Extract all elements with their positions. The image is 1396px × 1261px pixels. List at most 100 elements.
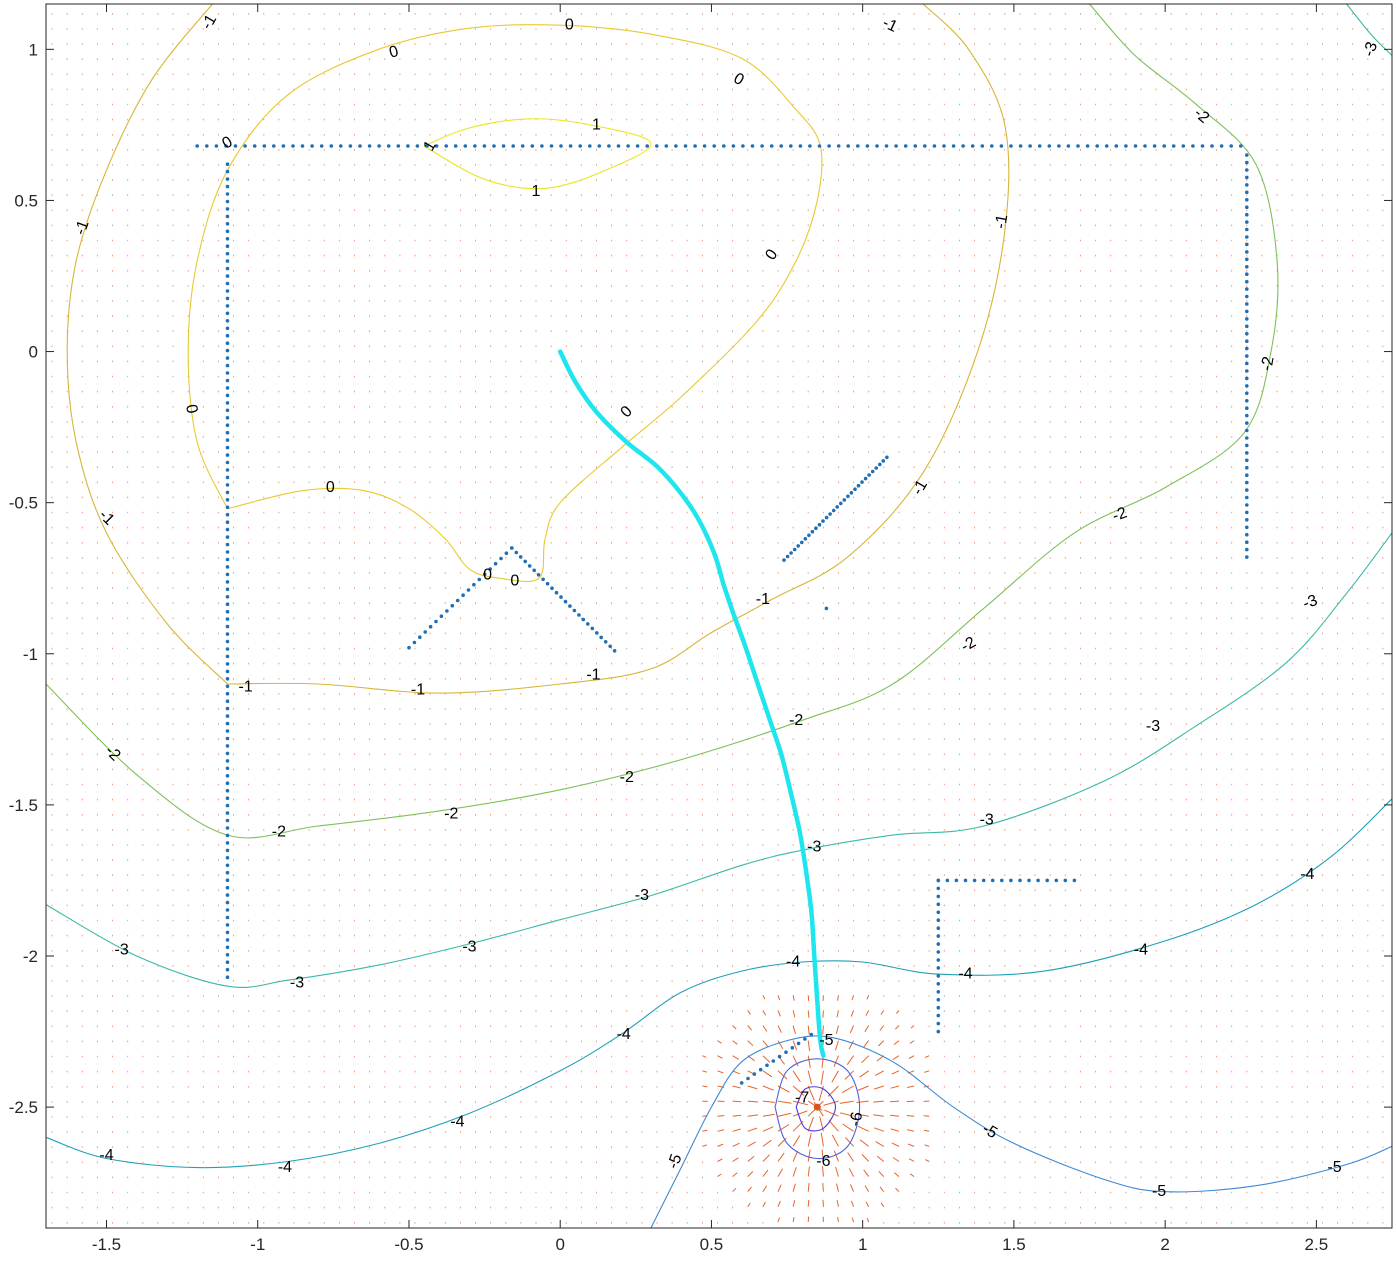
obstacle-point xyxy=(225,199,230,204)
obstacle-point xyxy=(225,863,230,868)
obstacle-point xyxy=(225,348,230,353)
obstacle-point xyxy=(225,721,230,726)
obstacle-point xyxy=(1245,242,1249,247)
obstacle-point xyxy=(225,654,230,659)
obstacle-point xyxy=(803,537,808,541)
trajectory-line xyxy=(557,349,826,1058)
obstacle-point xyxy=(428,624,433,629)
obstacle-point xyxy=(1104,144,1109,148)
obstacle-point xyxy=(549,144,554,148)
obstacle-point xyxy=(1047,144,1052,148)
contour-label: -1 xyxy=(586,666,600,683)
obstacle-point xyxy=(225,512,230,517)
obstacle-point xyxy=(225,587,230,592)
obstacle-point xyxy=(225,647,230,651)
obstacle-point xyxy=(195,144,199,148)
obstacle-point xyxy=(225,386,230,390)
y-tick-label: 1 xyxy=(29,40,38,59)
obstacle-point xyxy=(1045,878,1049,883)
obstacle-point xyxy=(824,515,829,520)
goal-marker xyxy=(813,1103,821,1111)
obstacle-point xyxy=(936,918,941,922)
obstacle-point xyxy=(849,491,854,495)
obstacle-point xyxy=(1028,144,1032,148)
contour-label: -1 xyxy=(756,591,770,608)
obstacle-point xyxy=(779,144,783,148)
obstacle-point xyxy=(936,982,941,986)
obstacle-point xyxy=(903,144,908,148)
contour-label: -6 xyxy=(816,1153,830,1170)
obstacle-point xyxy=(1245,317,1249,321)
obstacle-point xyxy=(790,1046,795,1050)
obstacle-point xyxy=(225,759,230,763)
obstacle-point xyxy=(225,460,230,465)
contour-label: -2 xyxy=(1110,504,1129,525)
obstacle-point xyxy=(846,144,850,148)
obstacle-point xyxy=(1245,495,1249,500)
obstacle-point xyxy=(252,144,257,148)
obstacle-point xyxy=(225,803,230,808)
obstacle-point xyxy=(867,473,871,477)
contour-label: -5 xyxy=(1327,1159,1341,1176)
y-axis-ticks: 1 0.5 0 -0.5 -1 -1.5 -2 -2.5 xyxy=(9,40,1392,1117)
obstacle-point xyxy=(225,311,230,316)
obstacle-point xyxy=(1245,443,1249,448)
obstacle-point xyxy=(225,960,230,964)
obstacle-point xyxy=(225,953,230,957)
obstacle-point xyxy=(225,699,230,703)
obstacle-point xyxy=(936,886,941,891)
x-tick-label: 2.5 xyxy=(1305,1235,1329,1254)
obstacle-point xyxy=(597,144,602,148)
obstacle-point xyxy=(1054,878,1059,883)
obstacle-point xyxy=(396,144,401,148)
obstacle-point xyxy=(225,363,230,368)
obstacle-point xyxy=(828,512,832,516)
obstacle-point xyxy=(936,966,941,970)
obstacle-point xyxy=(731,144,736,148)
quiver-arrows xyxy=(51,13,1384,1224)
obstacle-segment xyxy=(739,1032,814,1085)
obstacle-point xyxy=(655,144,659,148)
obstacle-point xyxy=(225,557,230,562)
obstacle-point xyxy=(836,144,841,148)
obstacle-point xyxy=(1245,272,1249,277)
obstacle-point xyxy=(1245,220,1249,224)
obstacle-point xyxy=(894,144,898,148)
obstacle-point xyxy=(225,319,230,323)
obstacle-point xyxy=(1095,144,1099,148)
obstacle-point xyxy=(1076,144,1080,148)
obstacle-point xyxy=(225,975,230,979)
obstacle-point xyxy=(881,459,886,463)
contour-label: -3 xyxy=(1146,718,1160,735)
obstacle-point xyxy=(1057,144,1061,148)
obstacle-point xyxy=(1009,878,1013,883)
obstacle-point xyxy=(434,144,439,148)
obstacle-point xyxy=(1018,144,1023,148)
obstacle-point xyxy=(803,1037,807,1041)
obstacle-point xyxy=(310,144,314,148)
obstacle-point xyxy=(789,551,793,555)
obstacle-point xyxy=(225,885,230,890)
obstacle-point xyxy=(595,631,599,635)
contour-label: -4 xyxy=(786,954,800,971)
obstacle-point xyxy=(878,462,882,467)
obstacle-point xyxy=(527,564,532,568)
contour-label: 1 xyxy=(532,183,541,200)
obstacle-point xyxy=(1245,354,1249,358)
obstacle-point xyxy=(225,677,230,681)
obstacle-point xyxy=(942,144,946,148)
obstacle-point xyxy=(865,144,870,148)
obstacle-point xyxy=(954,878,959,883)
x-tick-label: 1 xyxy=(858,1235,867,1254)
obstacle-point xyxy=(1245,413,1249,418)
contour-label: -6 xyxy=(847,1111,866,1128)
contour-label: -5 xyxy=(1152,1183,1166,1200)
contour-label: -1 xyxy=(198,12,220,33)
y-tick-label: -2 xyxy=(23,947,38,966)
obstacle-point xyxy=(550,586,554,590)
obstacle-point xyxy=(1245,465,1249,470)
obstacle-point xyxy=(225,908,230,912)
obstacle-point xyxy=(835,505,839,509)
x-tick-label: -1.5 xyxy=(92,1235,121,1254)
obstacle-point xyxy=(225,445,230,450)
